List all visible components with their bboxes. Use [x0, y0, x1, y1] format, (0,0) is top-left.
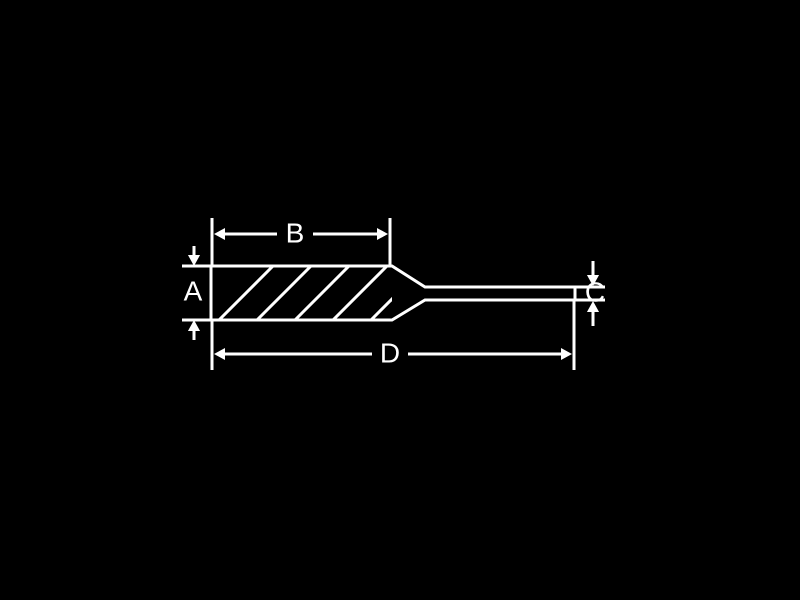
hatch-pattern	[219, 266, 425, 320]
dimension-label-b: B	[286, 217, 305, 248]
tool-dimension-diagram: B D A C	[0, 0, 800, 600]
dimension-label-a: A	[184, 275, 203, 306]
dimension-label-d: D	[380, 337, 400, 368]
dimension-label-c: C	[585, 276, 605, 307]
